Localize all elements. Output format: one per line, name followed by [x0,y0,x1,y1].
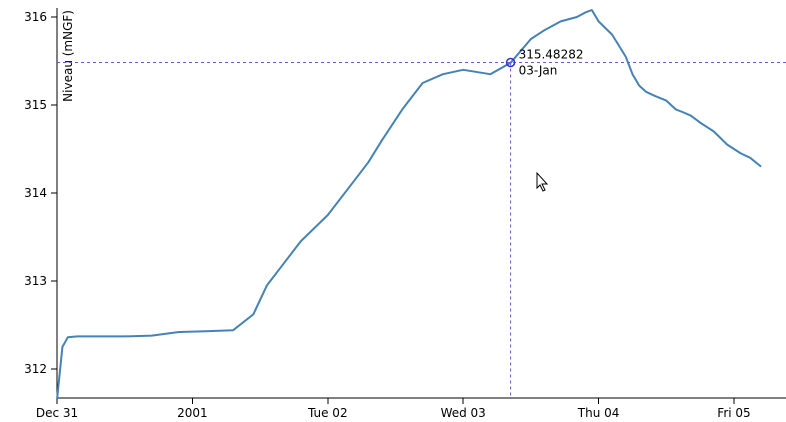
series-line [56,9,762,400]
x-tick-label: Tue 02 [307,406,348,420]
focus-date-label: 03-Jan [519,64,558,78]
y-tick-label: 316 [24,10,47,24]
x-tick-label: Fri 05 [717,406,750,420]
mouse-cursor-icon [536,171,549,192]
x-axis-ticks: Dec 31 2001 Tue 02 Wed 03 Thu 04 Fri 05 [36,398,751,420]
y-tick-label: 312 [24,362,47,376]
x-tick-label: 2001 [177,406,208,420]
x-tick-label: Dec 31 [36,406,78,420]
y-axis-ticks: 312 313 314 315 316 [24,10,57,376]
focus-marker [505,57,516,68]
focus-value-label: 315.48282 [519,48,584,62]
y-tick-label: 313 [24,274,47,288]
axes [56,8,786,399]
y-tick-label: 315 [24,98,47,112]
y-axis-title: Niveau (mNGF) [61,10,75,102]
x-tick-label: Thu 04 [577,406,620,420]
y-tick-label: 314 [24,186,47,200]
x-tick-label: Wed 03 [441,406,486,420]
